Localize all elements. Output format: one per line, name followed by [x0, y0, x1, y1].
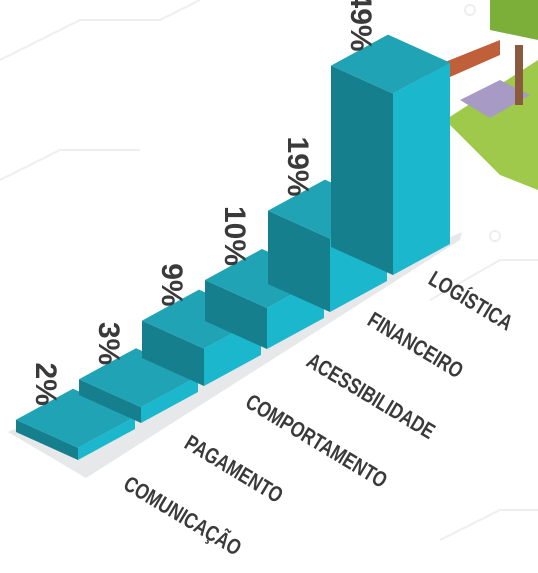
bar-left-face [142, 320, 204, 386]
value-label: 49% [344, 0, 377, 52]
category-label: FINANCEIRO [363, 308, 467, 384]
category-label: COMUNICAÇÃO [119, 471, 246, 561]
value-label: 9% [155, 263, 188, 306]
bar-left-face [79, 379, 141, 423]
category-label: PAGAMENTO [180, 431, 287, 509]
bar-right-face [141, 376, 198, 423]
bar-left-face [331, 65, 393, 275]
background-decor [0, 0, 538, 541]
bar-top-face [331, 34, 450, 94]
value-label: 19% [281, 137, 314, 197]
bar-left-face [268, 210, 330, 312]
value-label: 10% [218, 206, 251, 266]
value-label: 2% [29, 362, 62, 405]
bar-right-face [393, 62, 450, 275]
bar-right-face [78, 416, 135, 460]
bar-left-face [16, 419, 78, 460]
bar-left-face [205, 280, 267, 349]
value-label: 3% [92, 322, 125, 365]
bar [331, 34, 450, 275]
